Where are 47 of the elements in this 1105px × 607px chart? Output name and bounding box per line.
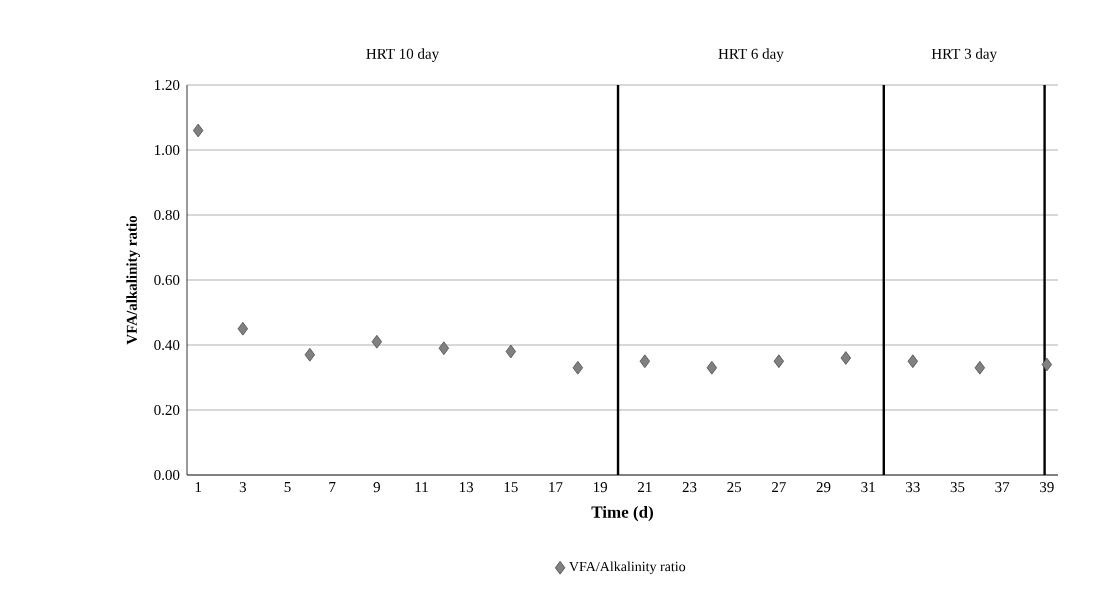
x-tick-label: 5 — [284, 482, 291, 493]
legend-label: VFA/Alkalinity ratio — [569, 561, 686, 575]
x-tick-label: 7 — [329, 482, 336, 492]
x-tick-label: 13 — [459, 482, 474, 493]
x-tick-label: 1 — [195, 482, 202, 492]
x-tick-label: 31 — [861, 482, 875, 493]
x-tick-label: 39 — [1040, 482, 1054, 493]
point — [974, 360, 986, 375]
x-tick-label: 33 — [906, 482, 920, 493]
point — [304, 347, 316, 362]
x-tick-label: 9 — [373, 482, 380, 493]
y-tick-label: 0.00 — [154, 469, 180, 481]
x-tick-label: 3 — [239, 482, 246, 493]
point — [438, 341, 450, 356]
point — [907, 354, 919, 369]
y-tick-label: 0.80 — [154, 209, 180, 221]
y-tick-label: 0.60 — [154, 274, 180, 286]
x-tick-label: 37 — [995, 482, 1010, 493]
point — [1041, 357, 1053, 372]
x-tick-label: 15 — [504, 482, 518, 493]
text: HRT 6 day — [718, 48, 784, 62]
point — [192, 123, 204, 138]
x-tick-label: 27 — [771, 482, 786, 492]
x-tick-label: 23 — [682, 482, 697, 493]
point — [706, 360, 718, 375]
y-tick-label: 0.20 — [154, 404, 180, 416]
x-axis-title: Time (d) — [591, 505, 653, 522]
text: HRT 3 day — [931, 48, 997, 62]
y-tick-label: 0.40 — [154, 339, 180, 351]
point — [572, 360, 584, 375]
point — [639, 354, 651, 369]
x-tick-label: 17 — [549, 482, 563, 492]
point — [237, 321, 249, 336]
y-tick-label: 1.00 — [155, 144, 180, 156]
y-axis-title: VFA/alkalinity ratio — [126, 215, 140, 345]
y-tick-label: 1.20 — [155, 79, 180, 91]
point — [773, 354, 785, 369]
point — [505, 344, 517, 359]
x-tick-label: 19 — [593, 482, 608, 493]
x-tick-label: 25 — [727, 482, 742, 493]
text: HRT 10 day — [366, 48, 440, 62]
point — [371, 334, 383, 349]
x-tick-label: 21 — [637, 482, 652, 492]
point — [840, 351, 852, 365]
x-tick-label: 29 — [816, 482, 831, 493]
x-tick-label: 35 — [950, 482, 965, 493]
x-tick-label: 11 — [415, 482, 428, 492]
